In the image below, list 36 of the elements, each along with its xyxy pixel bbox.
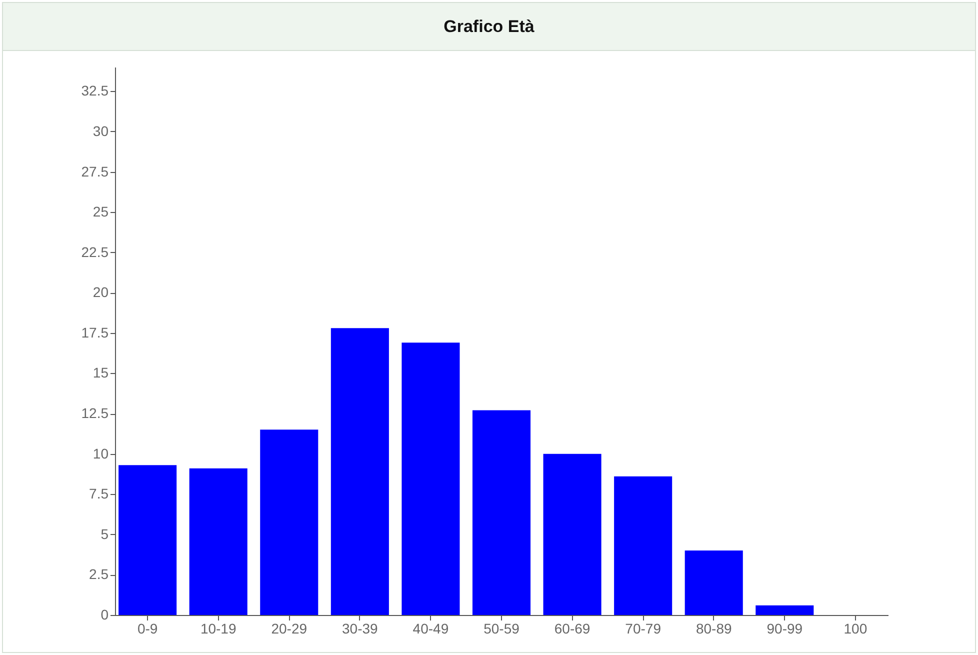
x-tick-label: 10-19	[200, 620, 236, 636]
y-tick-label: 12.5	[81, 405, 109, 422]
bar	[118, 465, 177, 615]
y-tick-label: 30	[92, 122, 109, 139]
x-tick-label: 50-59	[484, 620, 520, 636]
x-tick-label: 0-9	[137, 620, 158, 636]
bar	[614, 476, 672, 615]
x-tick-label: 40-49	[412, 620, 449, 636]
chart-title: Grafico Età	[3, 3, 975, 51]
y-tick-label: 5	[100, 526, 109, 542]
bar	[260, 430, 318, 615]
bar	[756, 605, 814, 615]
y-tick-label: 10	[92, 445, 109, 462]
y-tick-label: 22.5	[81, 244, 109, 260]
y-tick-label: 0	[100, 606, 109, 622]
y-tick-label: 17.5	[81, 324, 109, 340]
x-tick-label: 60-69	[554, 620, 590, 636]
y-tick-label: 2.5	[89, 566, 109, 582]
x-tick-label: 100	[844, 620, 868, 636]
x-tick-label: 20-29	[271, 620, 308, 636]
x-tick-label: 30-39	[342, 620, 378, 636]
y-tick-label: 32.5	[81, 82, 109, 99]
bar	[402, 342, 460, 615]
bar	[472, 410, 531, 615]
bar	[189, 468, 248, 615]
y-tick-label: 20	[92, 284, 109, 300]
bar	[330, 328, 389, 615]
y-tick-label: 7.5	[89, 486, 109, 502]
y-tick-label: 15	[92, 364, 109, 381]
y-tick-label: 27.5	[81, 163, 109, 180]
x-tick-label: 70-79	[625, 620, 662, 636]
x-tick-label: 90-99	[766, 620, 803, 636]
x-tick-label: 80-89	[696, 620, 732, 636]
bar	[543, 454, 602, 615]
bar	[684, 550, 743, 615]
y-tick-label: 25	[92, 204, 109, 220]
